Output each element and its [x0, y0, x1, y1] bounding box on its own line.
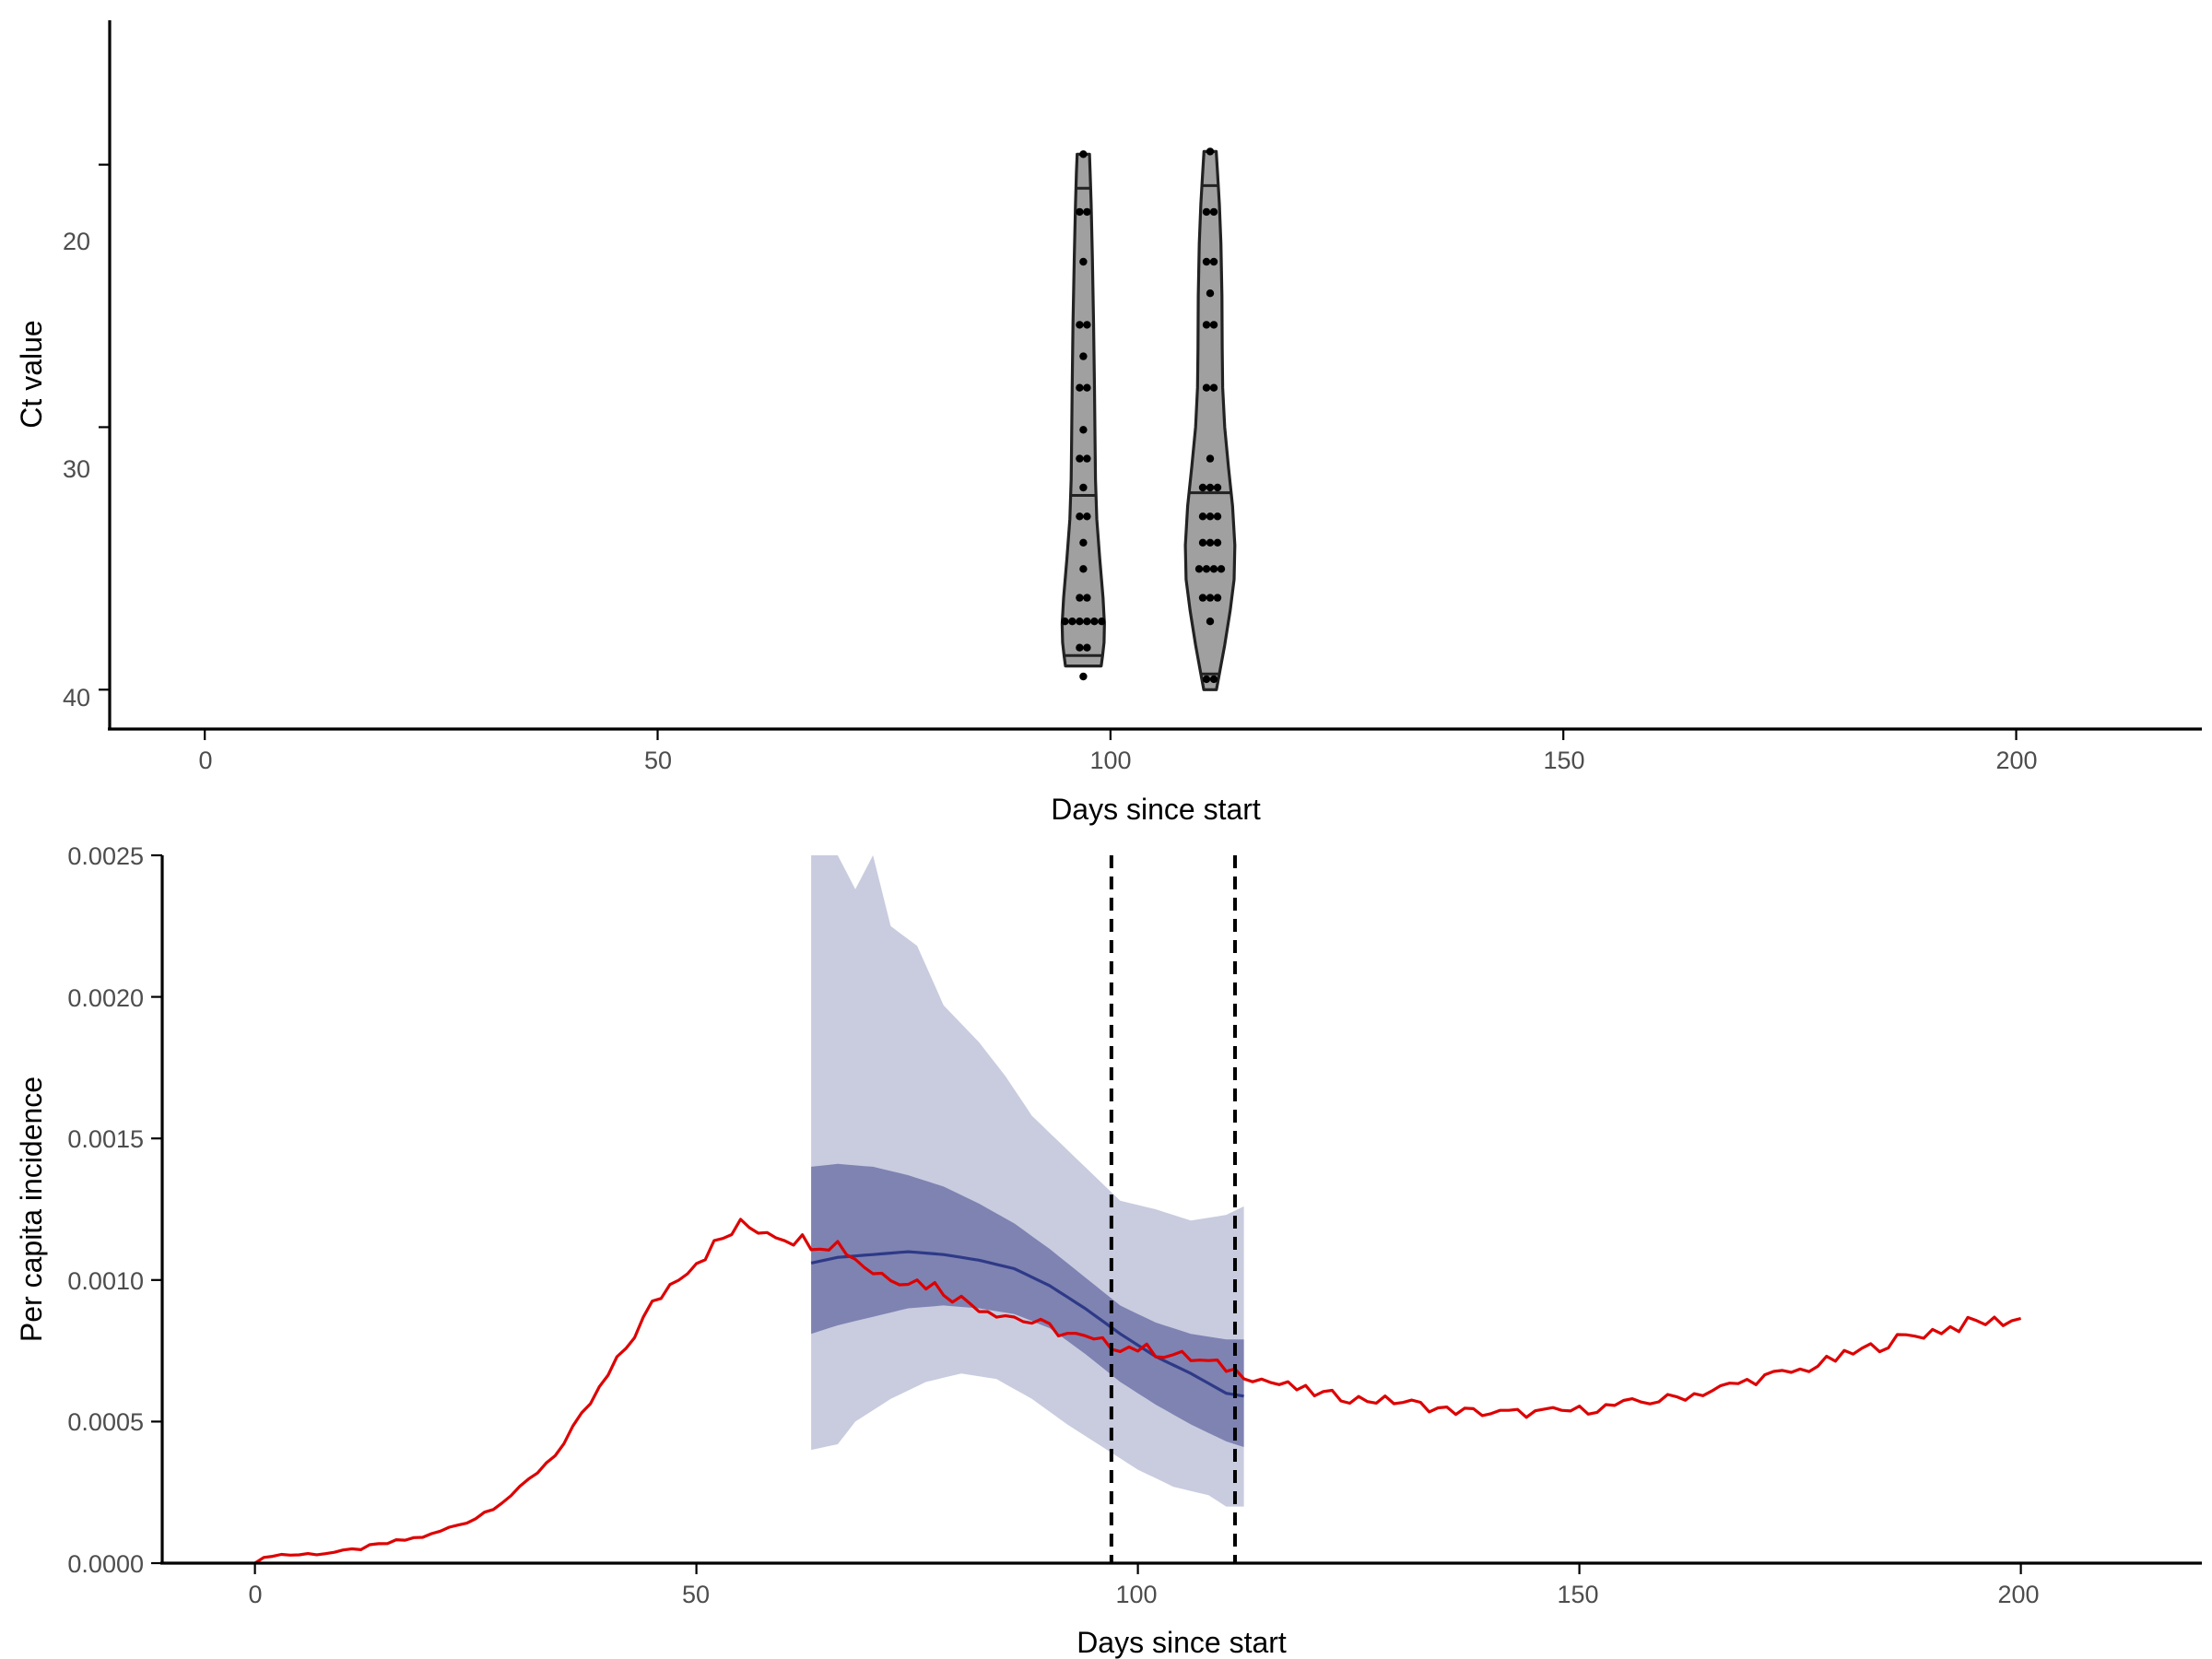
data-point	[1202, 383, 1211, 392]
data-point	[1076, 383, 1084, 392]
y-tick-label: 0.0005	[67, 1408, 144, 1436]
violin-body	[1060, 152, 1106, 668]
data-point	[1209, 207, 1218, 217]
data-point	[1209, 321, 1218, 329]
y-tick-label: 0.0025	[67, 842, 144, 870]
data-point	[1083, 383, 1091, 392]
x-tick-label: 150	[1543, 747, 1584, 774]
data-point	[1076, 454, 1084, 463]
data-point	[1076, 321, 1084, 329]
data-point	[1206, 454, 1215, 463]
y-tick-label: 0.0015	[67, 1125, 144, 1153]
data-point	[1206, 512, 1215, 521]
axis-ticks	[151, 853, 2022, 1574]
data-point	[1202, 321, 1211, 329]
median-incidence-line	[810, 1250, 1244, 1398]
y-tick-label: 30	[63, 455, 90, 483]
data-point	[1079, 565, 1088, 573]
y-axis-title: Ct value	[15, 320, 48, 428]
data-point	[1068, 618, 1077, 626]
data-point	[1209, 565, 1218, 573]
data-point	[1206, 538, 1215, 547]
data-point	[1217, 565, 1226, 573]
x-tick-label: 0	[198, 747, 212, 774]
data-point	[1206, 618, 1215, 626]
data-point	[1202, 257, 1211, 266]
x-tick-label: 200	[1997, 1581, 2039, 1608]
data-point	[1079, 257, 1088, 266]
data-point	[1209, 383, 1218, 392]
incidence-panel: 0.0000 0.0005 0.0010 0.0015 0.0020 0.002…	[15, 842, 2202, 1659]
data-point	[1079, 426, 1088, 434]
data-point	[1213, 483, 1222, 492]
data-point	[1083, 321, 1091, 329]
x-axis-title: Days since start	[1051, 793, 1261, 826]
violin-plot-area	[1060, 147, 1237, 691]
data-point	[1076, 594, 1084, 602]
x-tick-label: 100	[1115, 1581, 1157, 1608]
data-point	[1079, 672, 1088, 681]
data-point	[1206, 147, 1215, 156]
x-tick-label: 50	[682, 1581, 710, 1608]
data-point	[1079, 352, 1088, 360]
y-tick-label: 0.0000	[67, 1550, 144, 1578]
x-tick-label: 200	[1995, 747, 2037, 774]
data-point	[1090, 618, 1099, 626]
data-point	[1198, 512, 1207, 521]
x-tick-label: 0	[248, 1581, 262, 1608]
data-point	[1076, 643, 1084, 652]
data-point	[1198, 538, 1207, 547]
data-point	[1209, 675, 1218, 684]
data-point	[1213, 594, 1222, 602]
data-point	[1202, 675, 1211, 684]
data-point	[1209, 257, 1218, 266]
data-point	[1079, 538, 1088, 547]
y-axis-title: Per capita incidence	[15, 1077, 48, 1342]
data-point	[1213, 512, 1222, 521]
data-point	[1079, 483, 1088, 492]
data-point	[1098, 618, 1106, 626]
data-point	[1079, 150, 1088, 159]
data-point	[1076, 512, 1084, 521]
data-point	[1206, 594, 1215, 602]
y-tick-label: 0.0010	[67, 1267, 144, 1295]
data-point	[1198, 594, 1207, 602]
data-point	[1202, 207, 1211, 217]
x-tick-label: 150	[1557, 1581, 1598, 1608]
y-tick-label: 0.0020	[67, 984, 144, 1012]
y-tick-label: 20	[63, 228, 90, 255]
observed-incidence-line	[253, 1218, 2021, 1565]
data-point	[1061, 618, 1069, 626]
data-point	[1202, 565, 1211, 573]
data-point	[1198, 483, 1207, 492]
data-point	[1083, 618, 1091, 626]
violin-body	[1183, 149, 1237, 691]
axis-ticks	[99, 163, 2018, 740]
data-point	[1206, 483, 1215, 492]
data-point	[1206, 289, 1215, 298]
x-tick-label: 50	[644, 747, 672, 774]
data-point	[1083, 594, 1091, 602]
data-point	[1213, 538, 1222, 547]
data-point	[1194, 565, 1204, 573]
ct-violin-panel: 20 30 40 0 50 100 150 200 Days since sta…	[15, 20, 2202, 826]
data-point	[1083, 512, 1091, 521]
y-tick-label: 40	[63, 684, 90, 712]
incidence-plot-area	[253, 855, 2021, 1565]
data-point	[1083, 207, 1091, 217]
data-point	[1083, 454, 1091, 463]
x-tick-label: 100	[1089, 747, 1131, 774]
x-axis-title: Days since start	[1077, 1626, 1287, 1659]
data-point	[1076, 618, 1084, 626]
data-point	[1083, 643, 1091, 652]
inner-credible-band	[811, 1163, 1244, 1447]
data-point	[1076, 207, 1084, 217]
